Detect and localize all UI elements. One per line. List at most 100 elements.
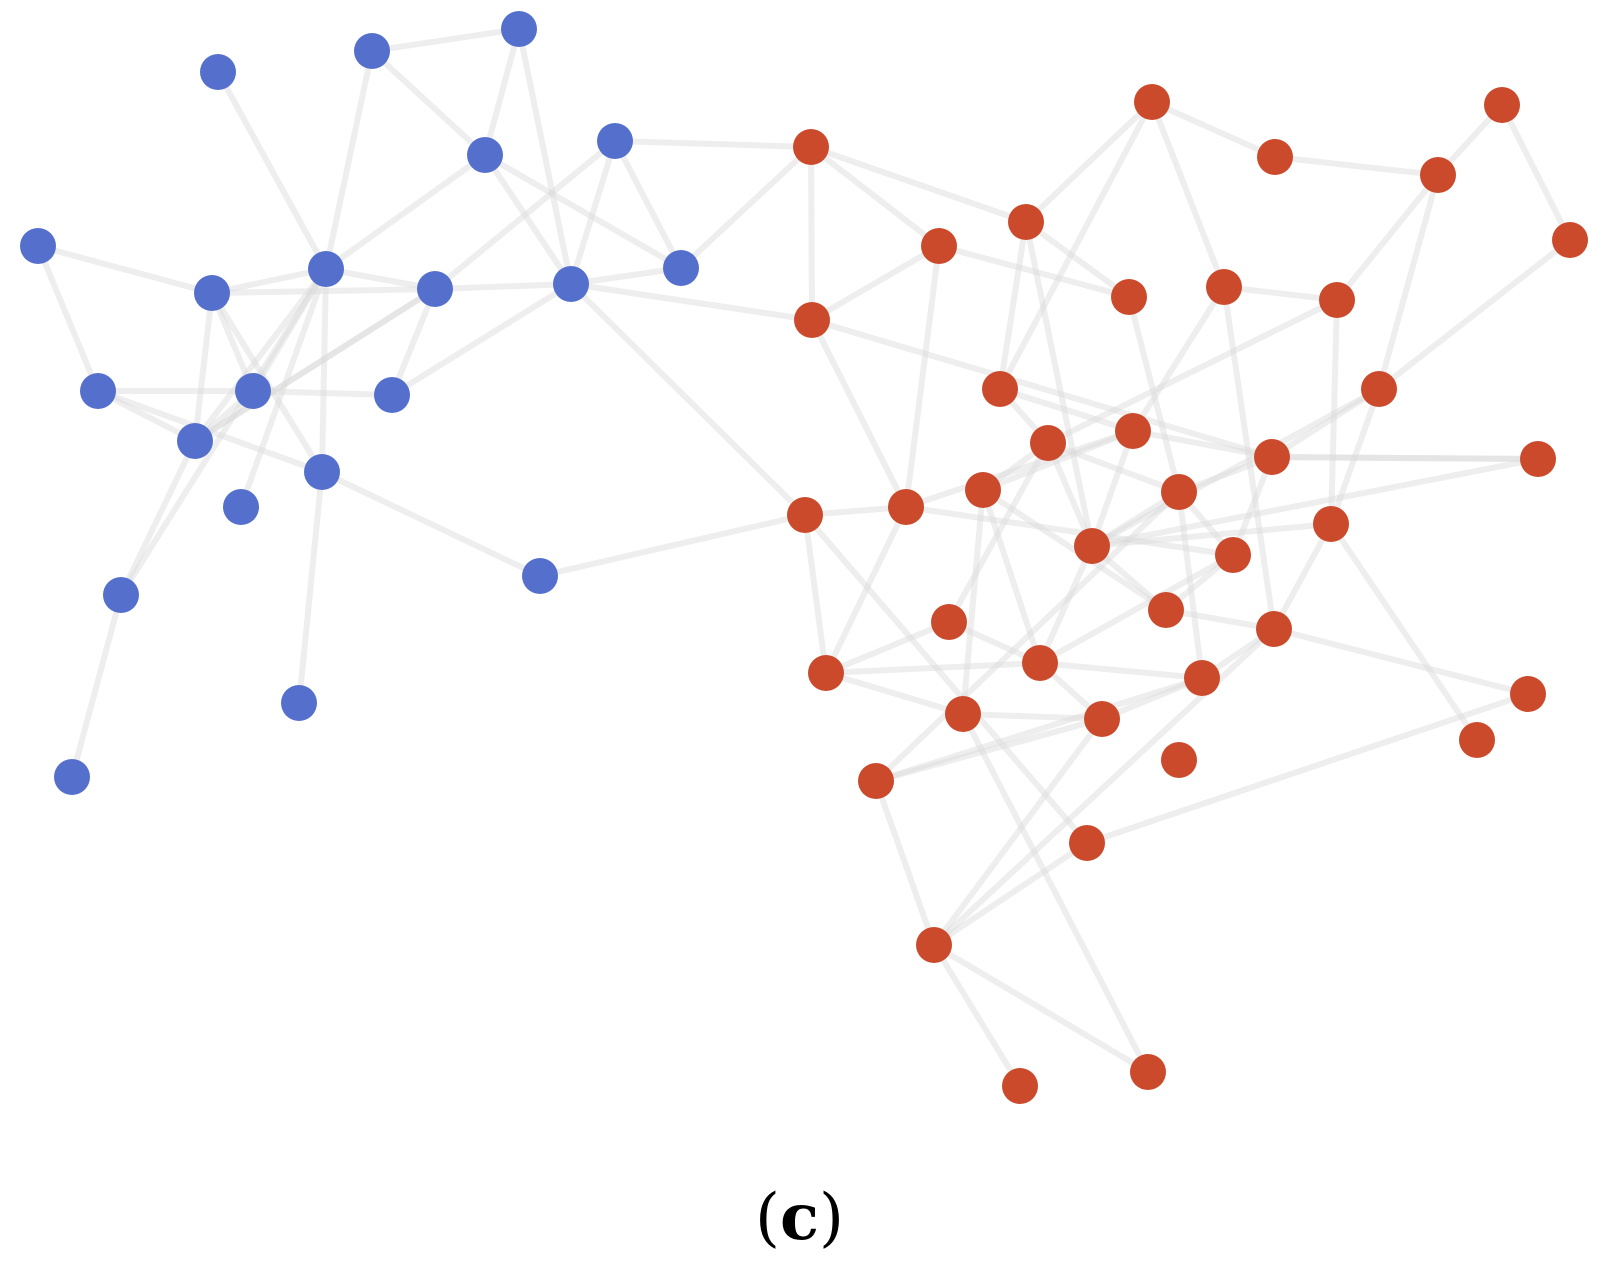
graph-edge xyxy=(1130,428,1275,460)
graph-edge xyxy=(873,489,1182,784)
graph-node-blue xyxy=(235,373,271,409)
graph-node-red xyxy=(1148,592,1184,628)
graph-edge xyxy=(192,266,329,444)
graph-edge xyxy=(1269,454,1541,462)
graph-node-red xyxy=(1161,742,1197,778)
graph-node-blue xyxy=(374,377,410,413)
caption-letter: c xyxy=(780,1180,819,1255)
graph-edge xyxy=(568,281,815,323)
graph-node-red xyxy=(1215,537,1251,573)
graph-node-red xyxy=(1111,279,1147,315)
graph-node-red xyxy=(1084,701,1120,737)
graph-edge xyxy=(931,840,1090,948)
graph-edge xyxy=(903,243,942,510)
graph-edge xyxy=(931,942,1023,1089)
graph-edge xyxy=(369,48,488,158)
graph-edge xyxy=(1328,521,1480,743)
graph-edge xyxy=(1099,675,1205,722)
graph-node-red xyxy=(1552,222,1588,258)
graph-edge xyxy=(980,487,1043,666)
graph-edge xyxy=(1328,297,1340,527)
graph-edge xyxy=(1037,660,1205,681)
graph-node-blue xyxy=(54,759,90,795)
graph-edge xyxy=(808,144,942,249)
graph-node-red xyxy=(931,604,967,640)
graph-edge xyxy=(1499,102,1573,243)
graph-edge xyxy=(296,469,325,706)
graph-edge xyxy=(1089,386,1382,549)
graph-edge xyxy=(809,317,909,510)
graph-node-red xyxy=(1115,413,1151,449)
graph-edge xyxy=(1272,154,1441,178)
graph-edge xyxy=(1023,219,1132,300)
graph-edge xyxy=(1376,172,1441,392)
graph-edge xyxy=(482,152,684,271)
graph-edge xyxy=(1045,297,1340,446)
graph-node-red xyxy=(1484,87,1520,123)
graph-edge xyxy=(936,243,1132,300)
graph-edge xyxy=(568,138,618,287)
graph-node-blue xyxy=(354,33,390,69)
graph-edge xyxy=(238,266,329,510)
graph-node-red xyxy=(888,489,924,525)
graph-node-blue xyxy=(467,137,503,173)
graph-node-blue xyxy=(304,454,340,490)
graph-edge xyxy=(823,660,1043,676)
graph-edge xyxy=(1045,440,1182,495)
graph-edge xyxy=(946,440,1051,625)
graph-node-red xyxy=(1161,474,1197,510)
graph-edge xyxy=(802,512,829,676)
graph-node-red xyxy=(858,763,894,799)
graph-edge xyxy=(1163,607,1277,632)
graph-node-red xyxy=(1313,506,1349,542)
graph-edge xyxy=(960,487,986,717)
graph-node-red xyxy=(1030,425,1066,461)
graph-node-red xyxy=(965,472,1001,508)
graph-node-blue xyxy=(522,558,558,594)
graph-node-red xyxy=(1022,645,1058,681)
graph-node-blue xyxy=(417,271,453,307)
caption-open-paren: ( xyxy=(755,1181,781,1255)
graph-edge xyxy=(1037,543,1095,666)
graph-node-red xyxy=(808,655,844,691)
graph-edge xyxy=(568,265,684,287)
graph-edge xyxy=(823,504,909,676)
graph-edge xyxy=(95,388,198,444)
graph-edge xyxy=(482,152,574,287)
caption-close-paren: ) xyxy=(818,1181,844,1255)
graph-node-red xyxy=(921,228,957,264)
graph-node-red xyxy=(1002,1068,1038,1104)
graph-node-red xyxy=(1510,676,1546,712)
graph-node-red xyxy=(1206,269,1242,305)
graph-edge xyxy=(1221,284,1340,303)
graph-node-red xyxy=(793,129,829,165)
graph-node-blue xyxy=(80,373,116,409)
graph-edge xyxy=(1328,386,1382,527)
graph-edge xyxy=(432,138,618,292)
graph-edge xyxy=(1149,99,1278,160)
graph-edge xyxy=(960,711,1151,1075)
graph-node-blue xyxy=(223,489,259,525)
graph-edge xyxy=(1089,428,1136,549)
graph-node-blue xyxy=(281,685,317,721)
graph-edge xyxy=(389,286,438,398)
graph-edge xyxy=(369,26,522,54)
graph-node-red xyxy=(787,497,823,533)
edge-layer xyxy=(35,26,1573,1089)
graph-edge xyxy=(960,711,1105,722)
graph-edge xyxy=(192,286,438,444)
graph-edge xyxy=(873,716,1105,784)
graph-edge xyxy=(1130,284,1227,434)
graph-node-red xyxy=(1074,528,1110,564)
graph-node-red xyxy=(1319,282,1355,318)
graph-edge xyxy=(1269,386,1382,460)
graph-node-red xyxy=(1361,371,1397,407)
graph-edge xyxy=(808,144,1029,225)
graph-edge xyxy=(215,69,329,272)
graph-edge xyxy=(1271,626,1531,697)
graph-node-red xyxy=(1520,441,1556,477)
graph-edge xyxy=(1126,294,1182,495)
graph-edge xyxy=(873,675,1205,784)
graph-edge xyxy=(823,670,966,717)
graph-edge xyxy=(997,386,1136,434)
